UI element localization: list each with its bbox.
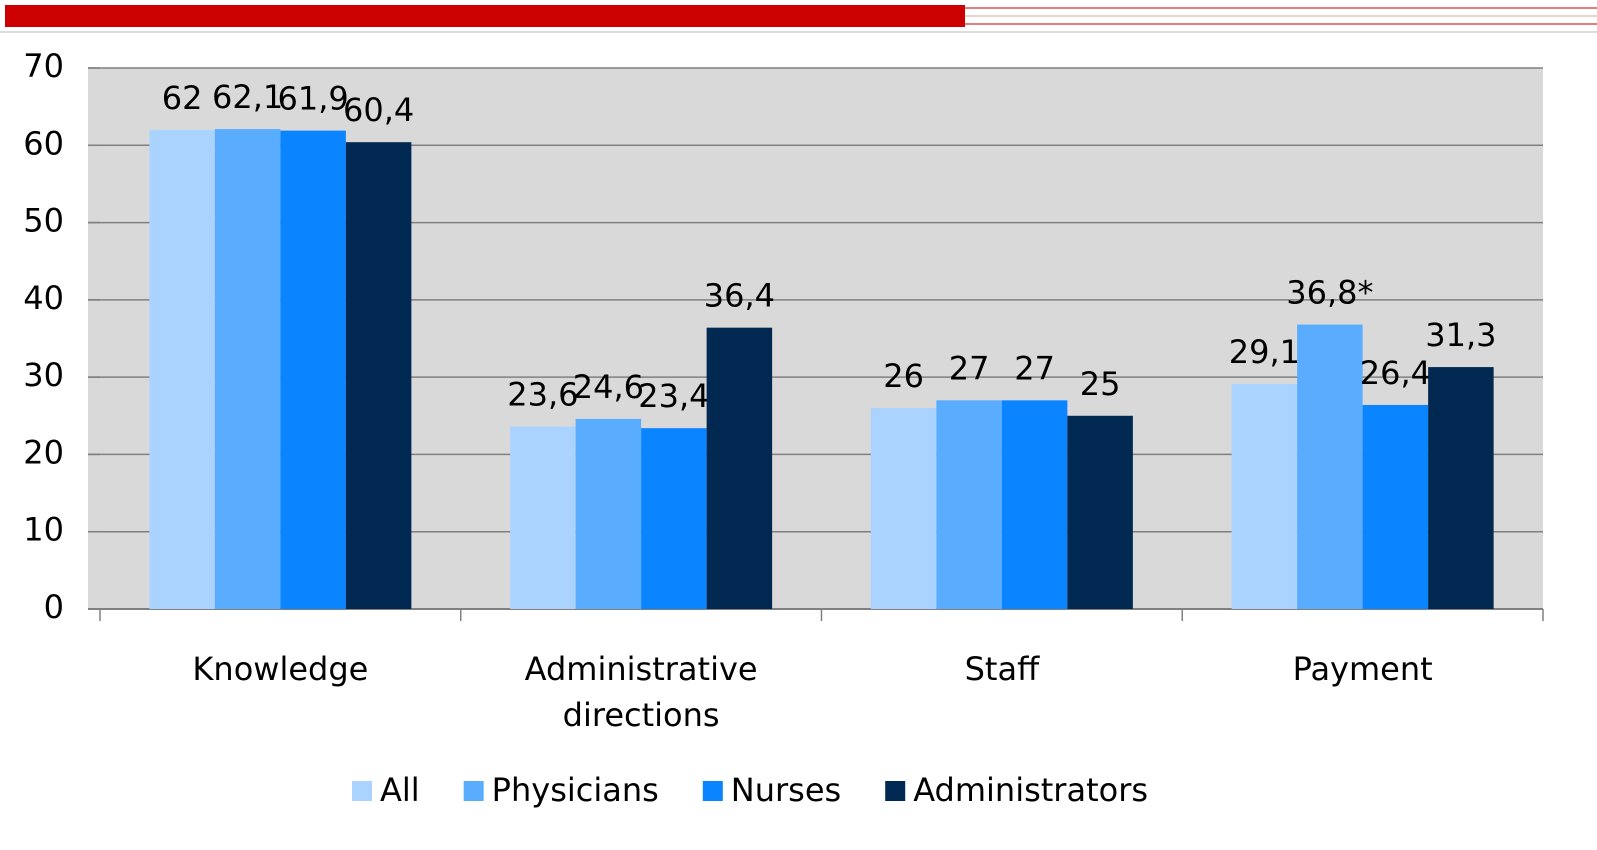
bar	[936, 400, 1002, 609]
legend-swatch	[702, 781, 723, 801]
bar	[1231, 384, 1298, 609]
legend-swatch	[352, 781, 372, 801]
data-label: 25	[1080, 365, 1121, 403]
legend-label: Nurses	[731, 771, 841, 809]
data-label: 62	[162, 79, 203, 117]
y-tick-label: 60	[23, 124, 64, 162]
legend-label: Physicians	[492, 771, 659, 809]
bar	[149, 129, 215, 610]
data-label: 36,4	[704, 277, 775, 315]
data-label: 29,1	[1229, 333, 1300, 371]
legend-label: All	[380, 771, 420, 809]
y-tick-label: 50	[23, 202, 64, 240]
header-bar	[5, 5, 965, 27]
data-label: 62,1	[212, 78, 283, 116]
bar	[706, 327, 773, 609]
y-tick-label: 70	[23, 47, 64, 85]
legend-swatch	[885, 781, 906, 801]
data-label: 23,6	[507, 376, 578, 414]
y-tick-label: 10	[23, 511, 64, 549]
bar	[1001, 400, 1068, 609]
data-label: 36,8*	[1286, 274, 1373, 312]
data-label: 60,4	[343, 91, 414, 129]
bar	[870, 408, 937, 609]
bar	[345, 142, 412, 610]
bar	[1362, 404, 1429, 609]
data-label: 26,4	[1360, 354, 1431, 392]
data-label: 27	[1014, 349, 1055, 387]
bar	[1428, 367, 1494, 609]
x-tick-label: Payment	[1292, 650, 1433, 688]
x-tick-label: Knowledge	[192, 650, 369, 688]
data-label: 23,4	[638, 377, 709, 415]
bar	[575, 418, 642, 609]
data-label: 24,6	[573, 368, 644, 406]
x-tick-label: Administrative directions	[524, 650, 758, 734]
y-tick-label: 40	[23, 279, 64, 317]
data-label: 61,9	[278, 80, 349, 118]
bar	[510, 426, 576, 609]
legend-label: Administrators	[913, 771, 1148, 809]
bar	[641, 428, 707, 609]
y-tick-label: 30	[23, 356, 64, 394]
bar	[1297, 324, 1363, 609]
y-tick-label: 20	[23, 433, 64, 471]
bar	[280, 130, 346, 609]
data-label: 31,3	[1425, 316, 1496, 354]
legend-swatch	[463, 781, 484, 801]
data-label: 26	[883, 357, 924, 395]
x-tick-label: Staff	[964, 650, 1040, 688]
y-tick-label: 0	[44, 588, 64, 626]
bar	[214, 129, 281, 609]
bar	[1067, 415, 1133, 609]
data-label: 27	[949, 349, 990, 387]
